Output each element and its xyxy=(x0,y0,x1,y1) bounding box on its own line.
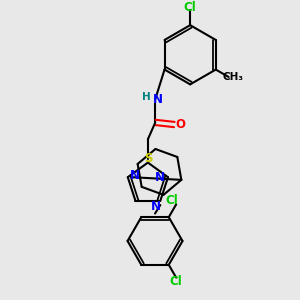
Text: N: N xyxy=(130,169,140,182)
Text: N: N xyxy=(154,171,164,184)
Text: CH₃: CH₃ xyxy=(222,72,243,82)
Text: S: S xyxy=(144,152,152,165)
Text: O: O xyxy=(176,118,186,131)
Text: Cl: Cl xyxy=(184,1,197,14)
Text: Cl: Cl xyxy=(170,275,182,288)
Text: N: N xyxy=(151,200,161,213)
Text: Cl: Cl xyxy=(166,194,178,207)
Text: H: H xyxy=(142,92,151,102)
Text: N: N xyxy=(152,93,162,106)
